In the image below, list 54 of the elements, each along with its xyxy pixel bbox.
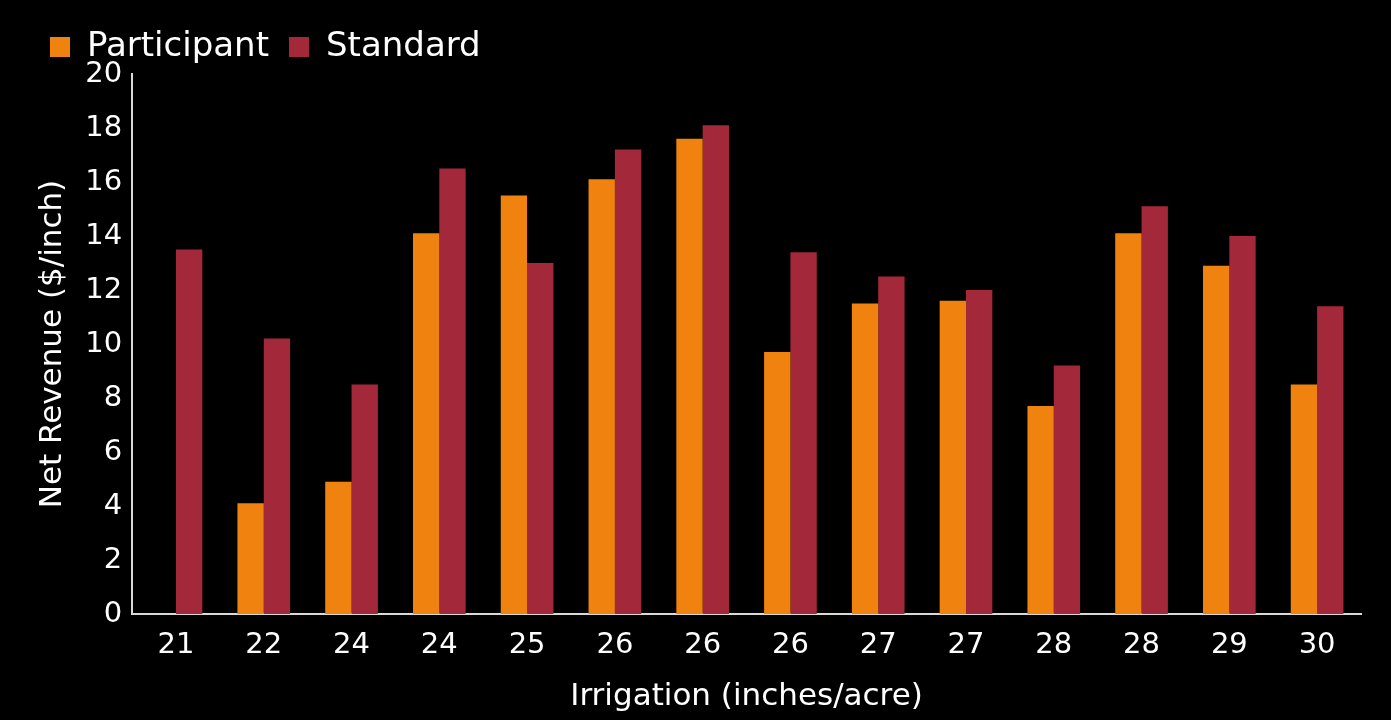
bar (1203, 265, 1230, 614)
bar (1141, 206, 1168, 614)
bar (175, 249, 203, 614)
bar (878, 276, 905, 614)
bar (351, 384, 378, 614)
x-tick-label: 26 (684, 625, 722, 660)
bar (237, 503, 264, 614)
y-tick-label: 8 (103, 378, 123, 413)
bar (939, 300, 966, 614)
bar (1290, 384, 1318, 614)
y-tick-label: 12 (85, 270, 123, 305)
x-tick-label: 26 (771, 625, 809, 660)
bar (500, 195, 528, 614)
x-tick-label: 28 (1123, 625, 1161, 660)
bar (764, 352, 791, 614)
bar (790, 252, 817, 614)
y-tick-label: 18 (85, 108, 123, 143)
bar (1027, 406, 1054, 614)
bar (325, 481, 352, 614)
x-tick-label: 28 (1035, 625, 1073, 660)
bar (614, 149, 642, 614)
bar (439, 168, 466, 614)
legend-label: Standard (326, 23, 481, 64)
bar (676, 138, 703, 614)
y-tick-label: 16 (85, 162, 123, 197)
y-tick-label: 14 (85, 216, 123, 251)
bar (588, 179, 615, 614)
y-axis-title: Net Revenue ($/inch) (31, 179, 68, 509)
bar (1229, 236, 1256, 614)
bar (412, 233, 440, 614)
bar (966, 290, 993, 614)
bar (851, 303, 879, 614)
y-tick-label: 6 (103, 432, 123, 467)
y-tick-label: 4 (103, 486, 123, 521)
x-tick-label: 26 (596, 625, 634, 660)
bar (263, 338, 291, 614)
y-tick-label: 0 (103, 594, 123, 629)
bar (1053, 365, 1081, 614)
x-tick-label: 25 (508, 625, 546, 660)
bar (702, 125, 729, 614)
x-tick-label: 24 (420, 625, 458, 660)
x-tick-label: 21 (157, 625, 195, 660)
bar (1317, 306, 1344, 614)
x-tick-label: 27 (859, 625, 897, 660)
y-tick-label: 10 (85, 324, 123, 359)
bar (527, 263, 554, 614)
x-tick-label: 29 (1210, 625, 1248, 660)
x-axis-title: Irrigation (inches/acre) (570, 676, 923, 713)
x-tick-label: 22 (245, 625, 283, 660)
bar (1115, 233, 1142, 614)
x-tick-label: 30 (1298, 625, 1336, 660)
x-tick-label: 24 (333, 625, 370, 660)
x-tick-label: 27 (947, 625, 985, 660)
y-tick-label: 2 (103, 540, 123, 575)
